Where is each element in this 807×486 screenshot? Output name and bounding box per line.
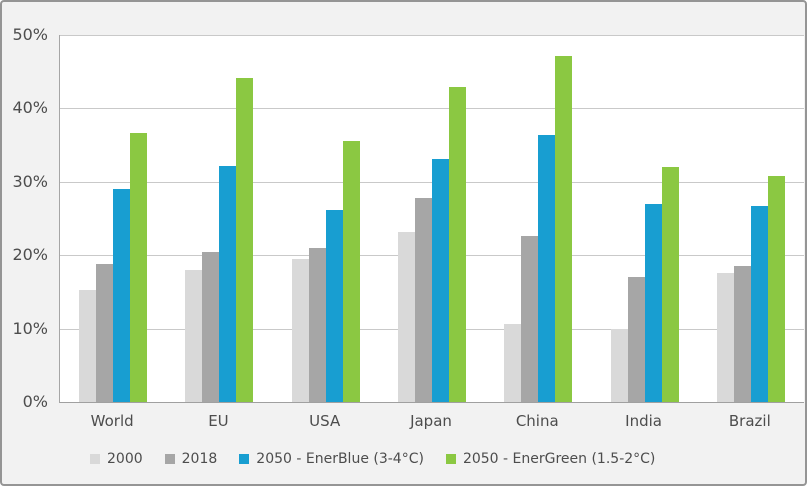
legend-label: 2000 <box>107 451 143 467</box>
bar <box>733 266 751 402</box>
gridline <box>60 35 804 36</box>
bar <box>538 134 556 402</box>
y-tick-label: 40% <box>12 98 48 118</box>
legend-label: 2018 <box>181 451 218 467</box>
bar <box>113 189 131 402</box>
bar <box>96 264 114 402</box>
legend-item: 2050 - EnerBlue (3-4°C) <box>239 451 424 467</box>
bar <box>644 203 662 402</box>
bar-group <box>379 35 485 402</box>
bar-group <box>273 35 379 402</box>
legend-marker-icon <box>445 454 456 464</box>
bar <box>716 272 734 402</box>
bar <box>661 167 679 402</box>
bar <box>521 236 539 402</box>
y-axis: 0% 10% 20% 30% 40% 50% <box>2 2 52 422</box>
x-axis-label: Japan <box>410 412 452 430</box>
legend: 2000 2018 2050 - EnerBlue (3-4°C) 2050 - En… <box>2 446 805 472</box>
legend-item: 2000 <box>90 451 143 467</box>
y-tick-label: 0% <box>22 392 48 411</box>
bar <box>750 206 768 402</box>
bar <box>504 324 522 402</box>
bar <box>79 290 97 402</box>
legend-label: 2050 - EnerGreen (1.5-2°C) <box>462 451 656 467</box>
bar <box>185 269 203 402</box>
legend-label: 2050 - EnerBlue (3-4°C) <box>256 451 424 467</box>
legend-item: 2018 <box>164 451 218 467</box>
bar <box>431 159 449 402</box>
bar-groups <box>60 35 804 402</box>
bar <box>555 56 573 402</box>
bar <box>325 209 343 402</box>
legend-marker-icon <box>239 454 250 464</box>
legend-item: 2050 - EnerGreen (1.5-2°C) <box>445 451 656 467</box>
bar <box>342 141 360 402</box>
bar <box>767 175 785 402</box>
bar <box>448 87 466 402</box>
x-axis-label: China <box>515 412 559 430</box>
bar <box>610 328 628 402</box>
y-tick-label: 20% <box>12 245 48 265</box>
y-tick-label: 30% <box>12 171 48 191</box>
bar <box>202 251 220 402</box>
legend-marker-icon <box>90 454 100 464</box>
bar <box>414 197 432 402</box>
bar <box>130 132 148 402</box>
bar <box>308 247 326 402</box>
plot-area <box>59 35 804 403</box>
x-axis-label: EU <box>208 412 229 430</box>
x-axis-labels: World EU USA Japan China India Brazil <box>59 410 803 432</box>
bar-group <box>60 35 166 402</box>
bar-group <box>166 35 272 402</box>
bar-group <box>485 35 591 402</box>
legend-marker-icon <box>164 454 175 464</box>
bar <box>236 77 254 402</box>
x-axis-label: India <box>625 412 662 430</box>
bar <box>219 165 237 402</box>
x-axis-label: Brazil <box>728 412 771 430</box>
bar <box>291 258 309 402</box>
x-axis-label: USA <box>309 412 341 430</box>
y-tick-label: 50% <box>12 25 48 44</box>
bar <box>627 277 645 402</box>
bar-group <box>698 35 804 402</box>
gridline <box>60 108 804 110</box>
x-axis-label: World <box>90 412 134 430</box>
y-tick-label: 10% <box>12 318 48 338</box>
bar <box>397 232 415 402</box>
bar-group <box>591 35 697 402</box>
